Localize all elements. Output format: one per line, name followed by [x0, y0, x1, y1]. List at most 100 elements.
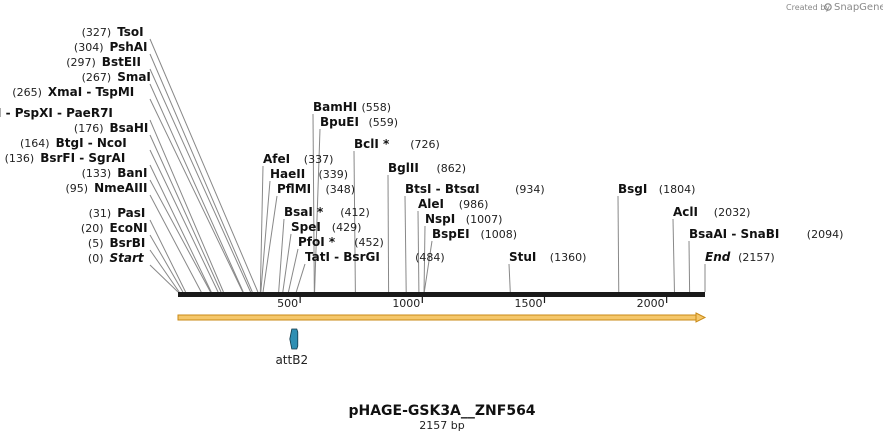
site-xhoi[interactable]: XhoI - PspXI - PaeR7I(186): [0, 106, 113, 120]
credit-brand[interactable]: SnapGene: [834, 2, 883, 13]
site-bsteii[interactable]: BstEII (297): [66, 55, 141, 69]
site-name: TsoI: [117, 25, 143, 39]
site-position: (5): [88, 237, 104, 250]
site-line-stui: [508, 263, 511, 293]
site-name: PshAI: [110, 40, 148, 54]
features: attB2: [275, 328, 308, 367]
site-position: (484): [415, 251, 445, 264]
site-name: EcoNI: [110, 221, 148, 235]
site-line-pshai: [149, 53, 253, 293]
site-name: AclI: [673, 205, 698, 219]
site-line-afei: [259, 165, 264, 293]
site-position: (1804): [659, 183, 696, 196]
site-afei[interactable]: AfeI (337): [263, 152, 333, 166]
site-pflmi[interactable]: PflMI (348): [277, 182, 355, 196]
site-line-smai: [149, 83, 244, 293]
site-name: SpeI: [291, 220, 321, 234]
site-line-pflmi: [262, 195, 278, 293]
site-name: XhoI - PspXI - PaeR7I: [0, 106, 113, 120]
site-spei[interactable]: SpeI (429): [291, 220, 361, 234]
snapgene-logo-icon: [824, 3, 832, 11]
site-line-tsoi: [149, 38, 259, 293]
site-name: SmaI: [117, 70, 151, 84]
site-bcli[interactable]: BclI * (726): [354, 137, 440, 151]
site-line-bglii: [387, 174, 390, 293]
site-pshai[interactable]: PshAI (304): [74, 40, 148, 54]
feature-attb2[interactable]: attB2: [275, 328, 308, 367]
site-position: (429): [332, 221, 362, 234]
site-position: (164): [20, 137, 50, 150]
site-position: (2032): [714, 206, 751, 219]
site-bspei[interactable]: BspEI (1008): [432, 227, 517, 241]
site-stui[interactable]: StuI (1360): [509, 250, 586, 264]
site-position: (265): [12, 86, 42, 99]
site-line-bsahi: [149, 134, 222, 293]
orf-arrow[interactable]: [177, 312, 707, 323]
site-end[interactable]: End (2157): [705, 250, 775, 264]
site-name: BanI: [117, 166, 147, 180]
site-name: BclI *: [354, 137, 390, 151]
site-alei[interactable]: AleI (986): [418, 197, 488, 211]
site-bani[interactable]: BanI (133): [82, 166, 148, 180]
site-tati[interactable]: TatI - BsrGI (484): [305, 250, 445, 264]
site-bamhi[interactable]: BamHI (558): [313, 100, 391, 114]
site-btgi[interactable]: BtgI - NcoI (164): [20, 136, 127, 150]
site-name: PflMI: [277, 182, 311, 196]
scale-tick-label: 1000: [392, 297, 420, 310]
site-position: (558): [362, 101, 392, 114]
site-haeii[interactable]: HaeII (339): [270, 167, 348, 181]
site-xmai[interactable]: XmaI - TspMI (265): [12, 85, 134, 99]
site-nspi[interactable]: NspI (1007): [425, 212, 502, 226]
site-bsrbi[interactable]: BsrBI (5): [88, 236, 145, 250]
site-line-alei: [417, 210, 420, 293]
site-name: End: [705, 250, 731, 264]
site-position: (133): [82, 167, 112, 180]
feature-label: attB2: [275, 353, 308, 367]
site-bpuei[interactable]: BpuEI (559): [320, 115, 398, 129]
site-name: BsaHI: [110, 121, 149, 135]
site-bsrfi[interactable]: BsrFI - SgrAI (136): [5, 151, 126, 165]
site-pfoi[interactable]: PfoI * (452): [298, 235, 384, 249]
site-position: (1007): [466, 213, 503, 226]
site-line-bsteii: [149, 68, 252, 293]
site-line-nspi: [423, 225, 426, 293]
site-position: (2157): [738, 251, 775, 264]
site-econi[interactable]: EcoNI (20): [81, 221, 148, 235]
site-pasi[interactable]: PasI (31): [89, 206, 146, 220]
site-position: (986): [459, 198, 489, 211]
credit-text: Created by: [786, 3, 830, 12]
site-position: (327): [82, 26, 112, 39]
site-tsoi[interactable]: TsoI (327): [82, 25, 144, 39]
site-line-econi: [149, 234, 184, 293]
map-title: pHAGE-GSK3A__ZNF564: [348, 403, 535, 419]
site-bglii[interactable]: BglII (862): [388, 161, 466, 175]
site-start[interactable]: Start (0): [88, 251, 145, 265]
scale-tick-label: 1500: [514, 297, 542, 310]
site-smai[interactable]: SmaI (267): [82, 70, 151, 84]
site-name: BsaAI - SnaBI: [689, 227, 779, 241]
site-name: PasI: [117, 206, 145, 220]
site-btsi[interactable]: BtsI - BtsαI (934): [405, 182, 545, 196]
site-acli[interactable]: AclI (2032): [673, 205, 750, 219]
site-name: BsaI *: [284, 205, 324, 219]
sequence-backbone[interactable]: [178, 292, 705, 297]
site-line-start: [149, 264, 179, 293]
site-bsgi[interactable]: BsgI (1804): [618, 182, 695, 196]
site-line-bpuei: [314, 128, 321, 293]
site-line-bsrbi: [149, 249, 180, 293]
site-line-nmeaiii: [149, 194, 202, 293]
site-name: AfeI: [263, 152, 290, 166]
site-name: BspEI: [432, 227, 470, 241]
site-name: BtsI - BtsαI: [405, 182, 480, 196]
site-line-bsrfi: [149, 164, 212, 293]
site-position: (267): [82, 71, 112, 84]
site-position: (412): [340, 206, 370, 219]
site-name: BsrFI - SgrAI: [40, 151, 125, 165]
site-nmeaiii[interactable]: NmeAIII (95): [66, 181, 148, 195]
attb2-feature-icon: [289, 328, 299, 350]
site-bsaai[interactable]: BsaAI - SnaBI (2094): [689, 227, 843, 241]
site-bsai[interactable]: BsaI * (412): [284, 205, 370, 219]
site-position: (136): [5, 152, 35, 165]
site-bsahi[interactable]: BsaHI (176): [74, 121, 149, 135]
site-line-btsi: [404, 195, 407, 293]
